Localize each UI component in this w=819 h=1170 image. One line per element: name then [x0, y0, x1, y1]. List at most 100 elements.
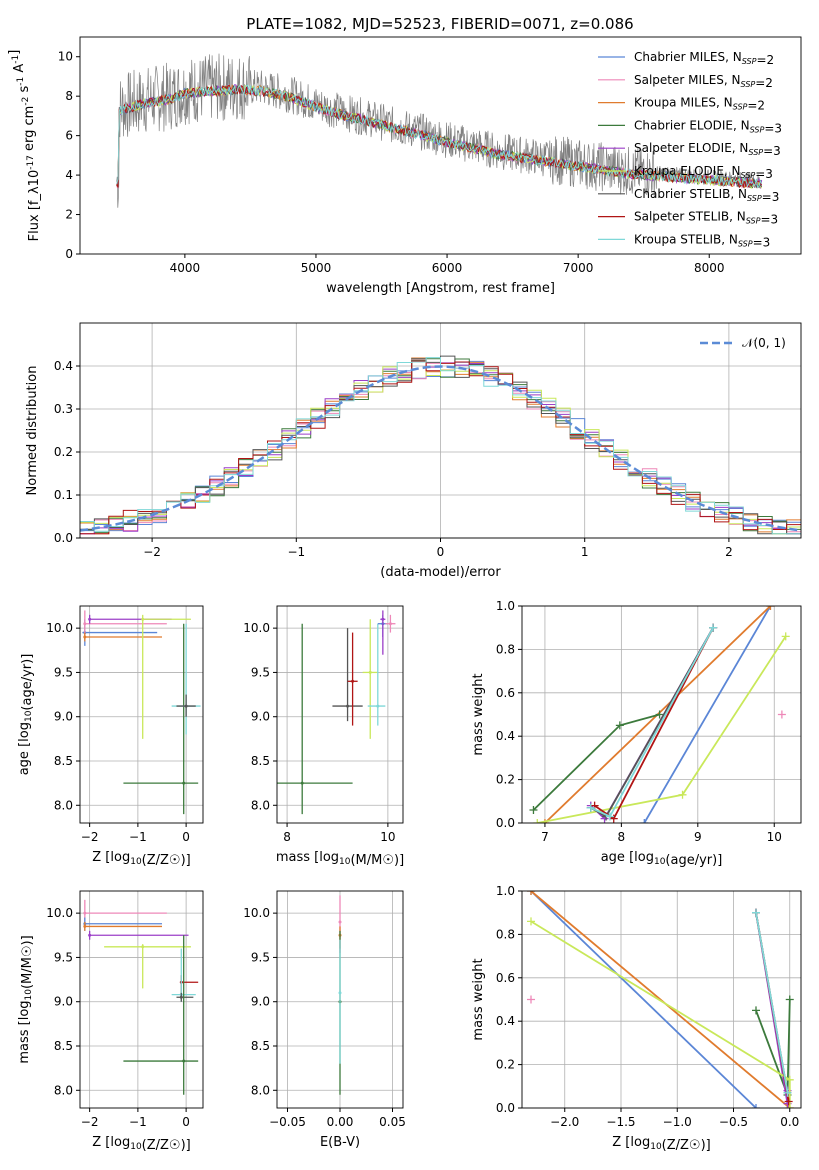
- weight-marker-5-2: [785, 1104, 794, 1108]
- y-tick-label-3: 9.5: [251, 665, 270, 679]
- x-tick-label-0: −2: [81, 1115, 99, 1129]
- y-tick-label-3: 9.5: [251, 950, 270, 964]
- y-tick-label-1: 0.2: [496, 773, 515, 787]
- x-tick-label-3: 10: [767, 830, 782, 844]
- y-tick-label-3: 0.6: [496, 686, 515, 700]
- y-tick-label-4: 10.0: [46, 621, 73, 635]
- y-tick-label-4: 10.0: [243, 621, 270, 635]
- y-tick-label-2: 4: [65, 168, 73, 182]
- weight-marker-5-0: [533, 819, 542, 823]
- point-3: [368, 670, 372, 674]
- weight-line-3: [532, 713, 660, 811]
- x-axis-label: E(B-V): [320, 1135, 360, 1150]
- x-tick-label-1: 8: [618, 830, 626, 844]
- x-axis-label: mass [log10(M/M☉)]: [276, 850, 404, 868]
- x-axis-label: Z [log10(Z/Z☉)]: [92, 850, 190, 868]
- weight-marker-8-0: [586, 803, 595, 812]
- y-tick-label-1: 0.2: [496, 1058, 515, 1072]
- legend-label-5: Kroupa ELODIE, NSSP=3: [634, 164, 773, 181]
- plot-area: [338, 895, 342, 1095]
- model-spectrum-7: [116, 84, 763, 189]
- weight-marker-2-1: [766, 606, 775, 610]
- x-axis-label: Z [log10(Z/Z☉)]: [612, 1135, 710, 1153]
- x-tick-label-2: 0.05: [379, 1115, 406, 1129]
- x-axis-label: age [log10(age/yr)]: [601, 850, 723, 868]
- point-0: [300, 781, 304, 785]
- weight-line-7: [594, 627, 714, 821]
- y-tick-label-1: 8.5: [251, 754, 270, 768]
- point-7: [184, 704, 188, 708]
- y-tick-label-2: 9.0: [54, 710, 73, 724]
- y-tick-label-0: 0.0: [54, 531, 73, 545]
- point-7: [381, 617, 385, 621]
- spectrum-legend: Chabrier MILES, NSSP=2 Salpeter MILES, NS…: [598, 50, 782, 249]
- point-2: [83, 924, 87, 928]
- panel-weight-Z: −2.0 −1.5 −1.0 −0.5 0.0 0.0 0.2 0.4 0.6 0.8 1.0 Z […: [471, 884, 802, 1153]
- plot-area: [82, 610, 201, 815]
- y-tick-label-0: 8.0: [251, 798, 270, 812]
- plot-area: [277, 610, 396, 815]
- y-tick-label-5: 1.0: [496, 884, 515, 898]
- point-2: [83, 635, 87, 639]
- weight-marker-3-0: [529, 805, 538, 814]
- point-8: [182, 1059, 186, 1063]
- panel-spectrum: Chabrier MILES, NSSP=2 Salpeter MILES, NS…: [7, 36, 802, 296]
- y-tick-label-4: 0.8: [496, 927, 515, 941]
- weight-marker-0-0: [640, 819, 649, 823]
- axes-frame: [521, 605, 802, 824]
- weight-marker-5-2: [781, 632, 790, 641]
- panel-age-mass: 8 10 8.0 8.5 9.0 9.5 10.0 mass [log10(M/M☉)]: [243, 605, 404, 868]
- y-axis-label: mass weight: [471, 958, 486, 1040]
- weight-marker-8-0: [752, 908, 760, 917]
- legend-label-4: Salpeter ELODIE, NSSP=3: [634, 141, 781, 158]
- x-tick-label-2: 6000: [432, 261, 463, 275]
- y-tick-label-3: 0.6: [496, 971, 515, 985]
- y-axis-label: mass weight: [471, 673, 486, 755]
- point-1: [346, 704, 350, 708]
- weight-line-0: [530, 891, 757, 1108]
- weight-marker-8-1: [783, 1088, 792, 1097]
- x-tick-label-0: 4000: [170, 261, 201, 275]
- x-tick-label-0: 7: [541, 830, 549, 844]
- legend-label-6: Chabrier STELIB, NSSP=3: [634, 187, 779, 204]
- x-tick-label-1: −1: [129, 830, 147, 844]
- point-5: [182, 781, 186, 785]
- x-tick-label-3: 7000: [563, 261, 594, 275]
- x-tick-label-2: 0: [182, 1115, 190, 1129]
- panel-weight-age: 7 8 9 10 0.0 0.2 0.4 0.6 0.8 1.0 age [log10(age/yr…: [471, 599, 802, 868]
- y-axis-label: mass [log10(M/M☉)]: [17, 935, 35, 1063]
- weight-marker-3-0: [752, 1006, 760, 1015]
- y-tick-label-4: 0.4: [54, 359, 73, 373]
- plot-area: [80, 355, 801, 535]
- y-tick-label-5: 1.0: [496, 599, 515, 613]
- residual-histogram-8: [80, 357, 801, 535]
- y-tick-label-1: 8.5: [251, 1039, 270, 1053]
- y-tick-label-5: 10: [58, 50, 73, 64]
- plot-area: [527, 891, 794, 1108]
- y-tick-label-3: 0.3: [54, 402, 73, 416]
- x-tick-label-4: 0.0: [780, 1115, 799, 1129]
- point-3: [338, 991, 342, 995]
- point-3: [88, 617, 92, 621]
- y-tick-label-4: 8: [65, 89, 73, 103]
- weight-marker-2-0: [540, 819, 549, 823]
- x-tick-label-2: 0: [182, 830, 190, 844]
- point-4: [141, 945, 145, 949]
- weight-line-6: [590, 627, 714, 818]
- figure-title: PLATE=1082, MJD=52523, FIBERID=0071, z=0…: [246, 15, 633, 33]
- legend-label-0: Chabrier MILES, NSSP=2: [634, 50, 774, 67]
- x-tick-label-1: 10: [380, 830, 395, 844]
- y-tick-label-1: 8.5: [54, 754, 73, 768]
- weight-marker-1-0: [777, 710, 786, 719]
- weight-marker-5-0: [527, 917, 535, 926]
- point-0: [338, 920, 342, 924]
- weight-line-8: [590, 627, 714, 818]
- x-tick-label-4: 8000: [694, 261, 725, 275]
- x-tick-label-1: 5000: [301, 261, 332, 275]
- y-tick-label-4: 0.8: [496, 642, 515, 656]
- y-tick-label-0: 0.0: [496, 816, 515, 830]
- x-axis-label: (data-model)/error: [380, 565, 501, 580]
- axes-frame: [79, 605, 204, 824]
- axes-frame: [276, 605, 404, 824]
